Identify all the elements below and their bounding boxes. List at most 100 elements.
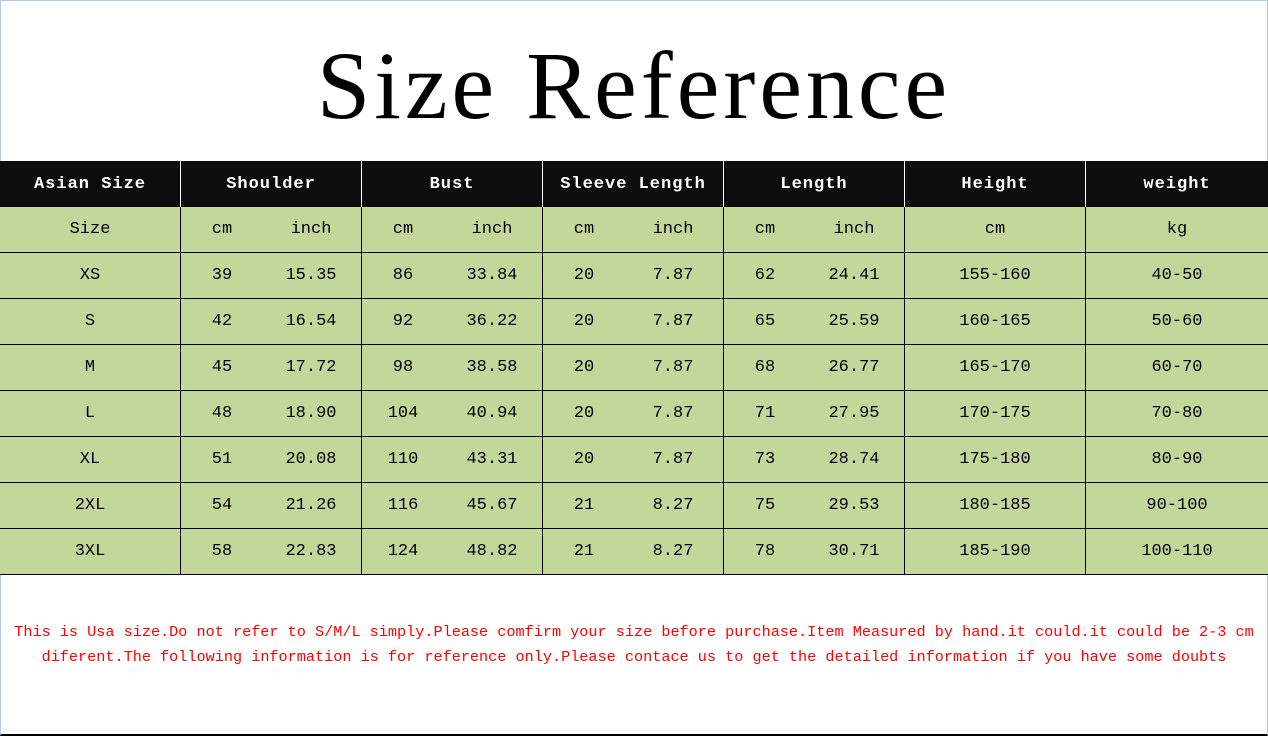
bust-cell: 98 38.58 [362,345,543,390]
height-cell: 165-170 [905,345,1086,390]
unit-cell: cm inch [543,207,724,252]
size-cell: 3XL [0,529,181,574]
size-cell: L [0,391,181,436]
bust-inch: 45.67 [466,496,518,515]
bust-inch: 48.82 [466,542,518,561]
shoulder-cell: 58 22.83 [181,529,362,574]
weight-cell: 70-80 [1151,404,1203,423]
bust-cm: 110 [387,450,419,469]
shoulder-cm: 48 [211,404,233,423]
unit-cell: cm inch [724,207,905,252]
shoulder-inch: 21.26 [285,496,337,515]
table-row: S 42 16.54 92 36.22 20 7.87 65 25.59 160-165 50-60 [0,299,1268,345]
bust-cm: 98 [392,358,414,377]
weight-cell: 50-60 [1151,312,1203,331]
length-inch: 30.71 [828,542,880,561]
weight-cell: 80-90 [1151,450,1203,469]
size-cell: M [0,345,181,390]
sleeve-cm: 20 [573,404,595,423]
table-row: XS 39 15.35 86 33.84 20 7.87 62 24.41 155-160 40-5… [0,253,1268,299]
sleeve-cell: 21 8.27 [543,483,724,528]
bust-cell: 104 40.94 [362,391,543,436]
bust-cell: 92 36.22 [362,299,543,344]
shoulder-cm: 39 [211,266,233,285]
table-row: L 48 18.90 104 40.94 20 7.87 71 27.95 170-175 70-8… [0,391,1268,437]
length-inch: 27.95 [828,404,880,423]
bust-cm: 104 [387,404,419,423]
shoulder-cm: 45 [211,358,233,377]
table-row: 3XL 58 22.83 124 48.82 21 8.27 78 30.71 185-190 10… [0,529,1268,575]
table-row: XL 51 20.08 110 43.31 20 7.87 73 28.74 175-180 80-… [0,437,1268,483]
bust-inch: 40.94 [466,404,518,423]
length-inch: 26.77 [828,358,880,377]
sleeve-cm: 20 [573,450,595,469]
length-inch: 24.41 [828,266,880,285]
length-cm: 65 [754,312,776,331]
length-cell: 71 27.95 [724,391,905,436]
unit-inch: inch [290,220,332,239]
length-cm: 68 [754,358,776,377]
shoulder-inch: 18.90 [285,404,337,423]
shoulder-cm: 51 [211,450,233,469]
height-cell: 170-175 [905,391,1086,436]
shoulder-cell: 45 17.72 [181,345,362,390]
shoulder-cm: 58 [211,542,233,561]
unit-cell: cm inch [362,207,543,252]
sleeve-cell: 20 7.87 [543,391,724,436]
bust-inch: 43.31 [466,450,518,469]
shoulder-cell: 51 20.08 [181,437,362,482]
bust-cell: 124 48.82 [362,529,543,574]
table-row: 2XL 54 21.26 116 45.67 21 8.27 75 29.53 180-185 90… [0,483,1268,529]
length-cm: 62 [754,266,776,285]
bust-cm: 92 [392,312,414,331]
length-cell: 62 24.41 [724,253,905,298]
length-cell: 75 29.53 [724,483,905,528]
sleeve-cm: 21 [573,496,595,515]
weight-cell: 100-110 [1141,542,1213,561]
height-cell: 175-180 [905,437,1086,482]
bust-cm: 116 [387,496,419,515]
size-cell: XL [0,437,181,482]
unit-cell: kg [1166,220,1188,239]
sleeve-cell: 20 7.87 [543,437,724,482]
bust-inch: 36.22 [466,312,518,331]
unit-cm: cm [573,220,595,239]
unit-cm: cm [754,220,776,239]
unit-inch: inch [833,220,875,239]
sleeve-cell: 20 7.87 [543,253,724,298]
length-cm: 71 [754,404,776,423]
size-cell: XS [0,253,181,298]
sleeve-inch: 7.87 [652,404,694,423]
weight-cell: 60-70 [1151,358,1203,377]
length-inch: 29.53 [828,496,880,515]
bust-inch: 38.58 [466,358,518,377]
header-cell: Asian Size [0,161,181,207]
height-cell: 160-165 [905,299,1086,344]
size-cell: S [0,299,181,344]
shoulder-inch: 20.08 [285,450,337,469]
disclaimer-note: This is Usa size.Do not refer to S/M/L s… [14,623,1254,666]
bust-cm: 124 [387,542,419,561]
sleeve-cm: 20 [573,358,595,377]
size-cell: 2XL [0,483,181,528]
bust-cm: 86 [392,266,414,285]
table-row: M 45 17.72 98 38.58 20 7.87 68 26.77 165-170 60-70 [0,345,1268,391]
length-cell: 73 28.74 [724,437,905,482]
sleeve-cell: 21 8.27 [543,529,724,574]
unit-cell: cm inch [181,207,362,252]
weight-cell: 40-50 [1151,266,1203,285]
shoulder-cell: 42 16.54 [181,299,362,344]
sleeve-cell: 20 7.87 [543,299,724,344]
length-cell: 78 30.71 [724,529,905,574]
header-cell: Shoulder [181,161,362,207]
shoulder-inch: 17.72 [285,358,337,377]
shoulder-cell: 54 21.26 [181,483,362,528]
header-cell: Height [905,161,1086,207]
units-row: Size cm inch cm inch cm inch cm inch cm kg [0,207,1268,253]
shoulder-cm: 42 [211,312,233,331]
sleeve-cm: 20 [573,266,595,285]
bust-cell: 86 33.84 [362,253,543,298]
bust-inch: 33.84 [466,266,518,285]
header-cell: Sleeve Length [543,161,724,207]
sleeve-inch: 7.87 [652,266,694,285]
